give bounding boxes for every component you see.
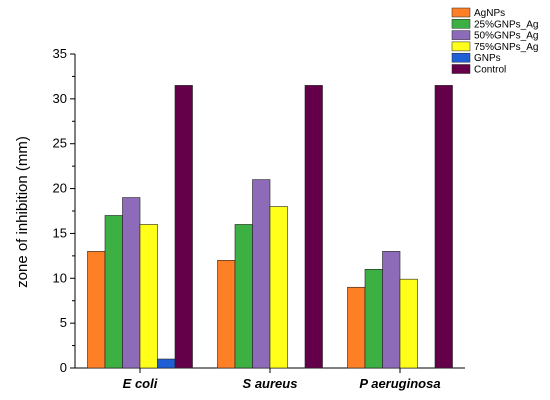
bar: [234, 224, 253, 369]
bar: [122, 197, 141, 369]
bar: [217, 260, 236, 369]
legend-label: 25%GNPs_Ag: [474, 19, 538, 30]
bar: [157, 358, 176, 369]
bar: [269, 206, 288, 369]
bar: [104, 215, 123, 369]
legend-swatch: [451, 64, 471, 74]
y-tick-label: 10: [53, 270, 67, 285]
bar: [174, 85, 193, 369]
legend-label: 50%GNPs_Ag: [474, 31, 538, 42]
bar: [434, 85, 453, 369]
legend-label: Control: [474, 65, 506, 76]
y-tick-label: 15: [53, 225, 67, 240]
legend-label: 75%GNPs_Ag: [474, 42, 538, 53]
x-tick-label: E coli: [123, 376, 158, 391]
y-tick-label: 30: [53, 91, 67, 106]
legend-swatch: [451, 7, 471, 18]
legend-label: GNPs: [474, 53, 501, 64]
bar: [347, 286, 366, 369]
legend-swatch: [451, 41, 471, 52]
legend: AgNPs25%GNPs_Ag50%GNPs_Ag75%GNPs_AgGNPsC…: [451, 7, 538, 76]
bars: [87, 85, 453, 369]
y-tick-label: 35: [53, 46, 67, 61]
x-tick-label: P aeruginosa: [359, 376, 440, 391]
y-axis-title: zone of inhibition (mm): [14, 136, 31, 288]
bar: [87, 251, 106, 369]
y-tick-label: 5: [60, 315, 67, 330]
bar: [382, 251, 401, 369]
y-tick-label: 0: [60, 360, 67, 375]
bar: [304, 85, 323, 369]
y-tick-label: 20: [53, 181, 67, 196]
bar: [252, 179, 271, 369]
ticks: 0 5 10 15 20 25 30 35 E coli S aureus P aeruginosa: [53, 46, 441, 391]
y-tick-label: 25: [53, 136, 67, 151]
legend-swatch: [451, 52, 471, 63]
bar: [399, 278, 418, 369]
bar: [139, 224, 158, 369]
legend-label: AgNPs: [474, 8, 505, 19]
legend-swatch: [451, 30, 471, 40]
x-tick-label: S aureus: [243, 376, 298, 391]
bar: [364, 269, 383, 369]
legend-swatch: [451, 19, 471, 29]
